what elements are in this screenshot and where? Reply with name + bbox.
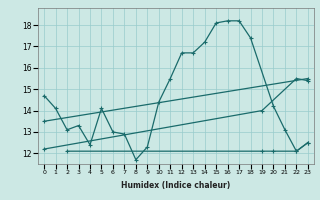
X-axis label: Humidex (Indice chaleur): Humidex (Indice chaleur) [121,181,231,190]
